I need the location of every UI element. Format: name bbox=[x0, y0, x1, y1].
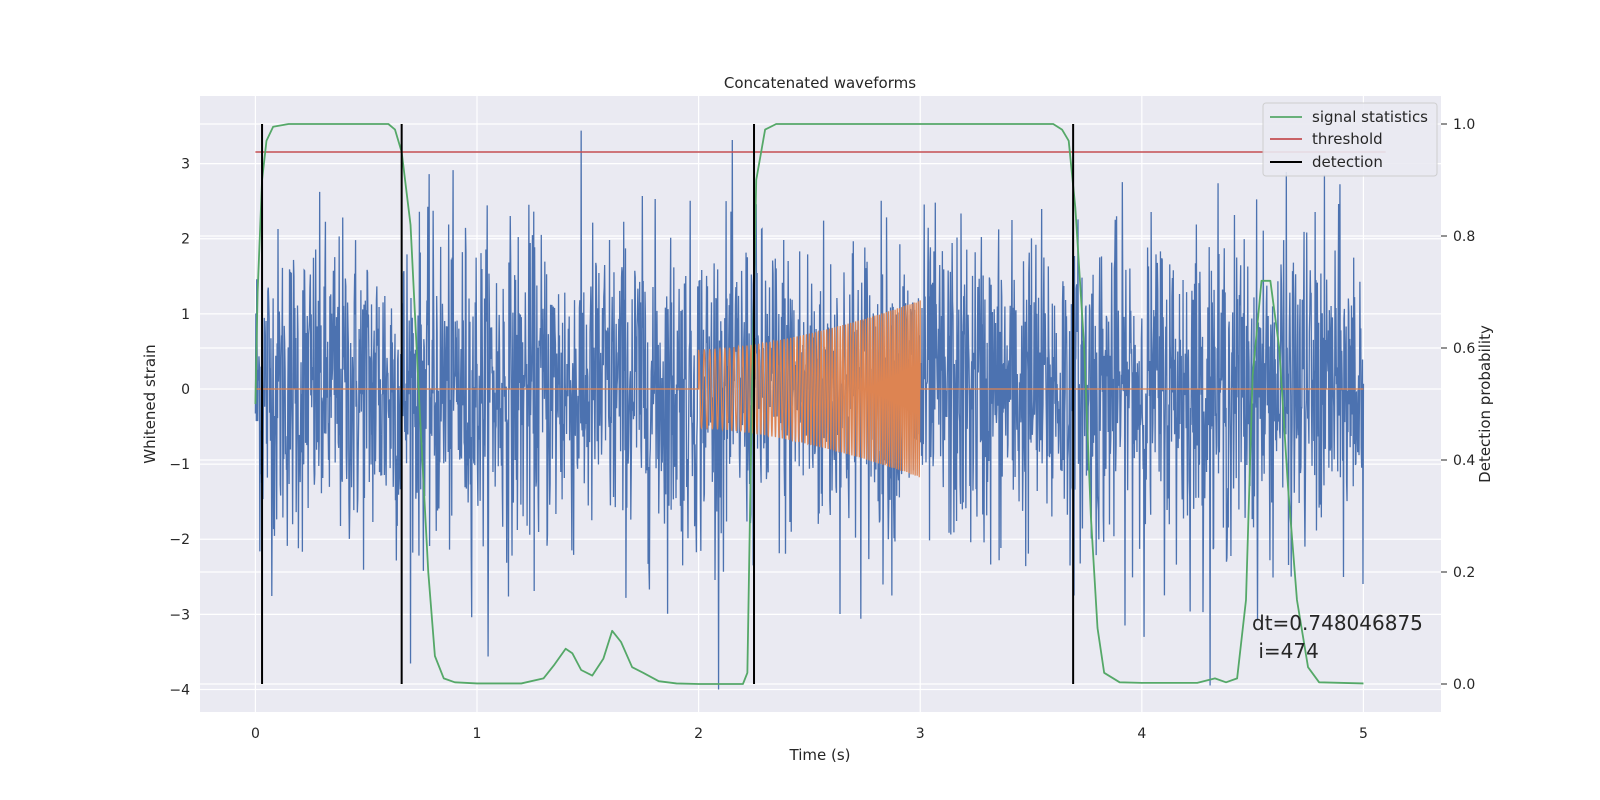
annotation: dt=0.748046875 i=474 bbox=[1252, 611, 1423, 663]
y-tick-label-right: 0.0 bbox=[1453, 677, 1475, 693]
x-tick-label: 0 bbox=[251, 726, 260, 742]
y-tick-label-right: 0.6 bbox=[1453, 341, 1475, 357]
axes: 0 1 2 3 4 5 3 2 1 0 −1 −2 −3 −4 1.0 0.8 0.6 0.4 0.2 0.0 bbox=[169, 117, 1475, 742]
y-tick-label-right: 0.2 bbox=[1453, 565, 1475, 581]
annotation-i: i=474 bbox=[1252, 639, 1319, 663]
legend-label-signal-statistics: signal statistics bbox=[1312, 108, 1428, 126]
series-signal-statistics bbox=[254, 123, 1364, 685]
y-tick-label-left: −2 bbox=[169, 532, 190, 548]
y-tick-label-right: 0.4 bbox=[1453, 453, 1475, 469]
x-tick-label: 4 bbox=[1137, 726, 1146, 742]
legend-label-threshold: threshold bbox=[1312, 130, 1383, 148]
y-tick-label-left: 1 bbox=[181, 307, 190, 323]
y-tick-label-left: 3 bbox=[181, 157, 190, 173]
x-tick-label: 2 bbox=[694, 726, 703, 742]
series-template-chirp bbox=[255, 300, 1364, 478]
detection-lines bbox=[261, 124, 1075, 684]
y-tick-label-left: −3 bbox=[169, 607, 190, 623]
y-axis-label-right: Detection probability bbox=[1476, 325, 1494, 483]
x-tick-label: 3 bbox=[916, 726, 925, 742]
legend-box bbox=[1262, 102, 1438, 177]
y-tick-label-left: −1 bbox=[169, 457, 190, 473]
y-axis-label-left: Whitened strain bbox=[141, 344, 159, 463]
y-tick-label-right: 0.8 bbox=[1453, 229, 1475, 245]
plot-area bbox=[254, 123, 1386, 690]
legend-label-detection: detection bbox=[1312, 153, 1383, 171]
series-whitened-strain-noise bbox=[254, 130, 1365, 690]
y-tick-label-left: −4 bbox=[169, 682, 190, 698]
legend: signal statistics threshold detection bbox=[1262, 102, 1438, 177]
y-tick-label-left: 0 bbox=[181, 382, 190, 398]
y-tick-label-right: 1.0 bbox=[1453, 117, 1475, 133]
x-tick-label: 5 bbox=[1359, 726, 1368, 742]
x-tick-label: 1 bbox=[473, 726, 482, 742]
x-axis-label: Time (s) bbox=[789, 746, 851, 764]
annotation-dt: dt=0.748046875 bbox=[1252, 611, 1423, 635]
y-tick-label-left: 2 bbox=[181, 232, 190, 248]
chart-title: Concatenated waveforms bbox=[724, 74, 916, 92]
